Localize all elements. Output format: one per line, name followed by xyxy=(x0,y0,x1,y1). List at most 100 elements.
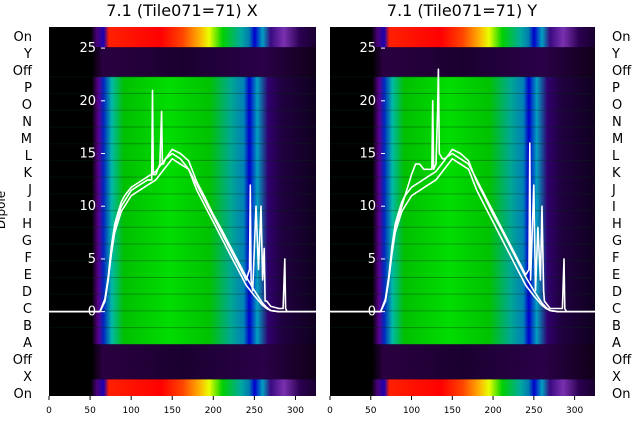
x-tick-label: 300 xyxy=(287,406,304,416)
dipole-label: Off xyxy=(13,64,33,79)
x-tick-labels: 0 50 100 150 200 250 300 xyxy=(46,396,304,416)
dipole-label: A xyxy=(23,336,32,351)
y-tick-label: 25 xyxy=(359,41,376,56)
spectrum-heatmap xyxy=(330,27,595,396)
y-tick-label: 0 xyxy=(88,305,96,320)
dipole-label: E xyxy=(24,268,32,283)
dipole-label: O xyxy=(22,98,32,113)
dipole-label: Off xyxy=(612,353,632,368)
y-tick-label: 15 xyxy=(79,147,96,162)
spectrum-traces xyxy=(49,89,316,313)
x-tick-label: 50 xyxy=(84,406,96,416)
dipole-label: G xyxy=(612,234,622,249)
x-tick-label: 0 xyxy=(46,406,52,416)
heatmap-band xyxy=(330,362,595,380)
y-tick-label: 25 xyxy=(79,41,96,56)
dipole-label: X xyxy=(23,370,32,385)
dipole-label: X xyxy=(612,370,621,385)
x-tick-label: 150 xyxy=(444,406,461,416)
dipole-label: O xyxy=(612,98,622,113)
dipole-label: C xyxy=(23,302,32,317)
panel-x: 7.1 (Tile071=71) X On Y Off PONMLKJIHGFEDCB… xyxy=(0,1,316,416)
y-tick-label: 5 xyxy=(88,252,96,267)
dipole-label: K xyxy=(612,166,621,181)
spectrum-traces xyxy=(330,68,595,313)
x-tick-label: 250 xyxy=(525,406,542,416)
heatmap-band xyxy=(330,344,595,363)
spectrum-heatmap xyxy=(49,27,316,396)
dipole-label: J xyxy=(611,183,616,198)
x-tick-label: 150 xyxy=(164,406,181,416)
heatmap-band xyxy=(49,344,316,363)
heatmap-band xyxy=(49,76,316,345)
heatmap-band xyxy=(49,27,316,48)
y-tick-labels: 0 5 10 15 20 25 xyxy=(79,41,105,320)
dipole-label: F xyxy=(612,251,619,266)
dipole-label: J xyxy=(27,183,32,198)
dipole-label: D xyxy=(612,285,622,300)
panel-y: 7.1 (Tile071=71) Y On Y Off PONMLKJIHGFEDCB… xyxy=(327,1,632,416)
dipole-label: I xyxy=(612,200,616,215)
dipole-label: H xyxy=(612,217,622,232)
spectrum-trace xyxy=(49,158,316,313)
spectrum-trace xyxy=(49,148,316,313)
dipole-label: I xyxy=(28,200,32,215)
dipole-label: Y xyxy=(611,47,620,62)
y-tick-label: 20 xyxy=(359,94,376,109)
y-tick-label: 10 xyxy=(359,199,376,214)
dipole-label: K xyxy=(23,166,32,181)
dipole-label: On xyxy=(14,387,32,402)
dipole-label: L xyxy=(25,149,33,164)
x-tick-label: 100 xyxy=(403,406,420,416)
dipole-label: L xyxy=(612,149,620,164)
dipole-label: P xyxy=(24,81,32,96)
spectrum-trace xyxy=(49,89,316,313)
dipole-label: A xyxy=(612,336,621,351)
dipole-label: M xyxy=(612,132,623,147)
heatmap-band xyxy=(330,27,595,48)
heatmap-band xyxy=(49,379,316,396)
dipole-label: H xyxy=(22,217,32,232)
x-tick-label: 0 xyxy=(327,406,333,416)
dipole-label: F xyxy=(25,251,32,266)
dipole-label: D xyxy=(22,285,32,300)
dipole-label: P xyxy=(612,81,620,96)
x-tick-label: 200 xyxy=(205,406,222,416)
heatmap-band xyxy=(330,76,595,345)
y-axis-label: Dipole xyxy=(0,191,8,229)
heatmap-band xyxy=(49,362,316,380)
heatmap-band xyxy=(330,47,595,77)
x-tick-labels: 0 50 100 150 200 250 300 xyxy=(327,396,583,416)
x-tick-label: 200 xyxy=(484,406,501,416)
x-tick-label: 100 xyxy=(123,406,140,416)
y-tick-label: 15 xyxy=(359,147,376,162)
heatmap-band xyxy=(330,379,595,396)
dipole-label: Off xyxy=(13,353,33,368)
dipole-label: Y xyxy=(23,47,32,62)
panel-title: 7.1 (Tile071=71) Y xyxy=(387,1,537,20)
dipole-label: E xyxy=(612,268,620,283)
dipole-label: On xyxy=(14,30,32,45)
dipole-label: G xyxy=(22,234,32,249)
spectrum-trace xyxy=(330,148,595,313)
dipole-label: On xyxy=(612,30,630,45)
dipole-label: N xyxy=(612,115,622,130)
y-tick-label: 0 xyxy=(368,305,376,320)
y-tick-label: 10 xyxy=(79,199,96,214)
dipole-label: M xyxy=(21,132,32,147)
y-tick-labels: 0 5 10 15 20 25 xyxy=(359,41,385,320)
x-tick-label: 300 xyxy=(566,406,583,416)
y-tick-label: 5 xyxy=(368,252,376,267)
panel-title: 7.1 (Tile071=71) X xyxy=(106,1,257,20)
dipole-label: C xyxy=(612,302,621,317)
spectrum-trace xyxy=(330,158,595,313)
dipole-label: On xyxy=(612,387,630,402)
dipole-label: Off xyxy=(612,64,632,79)
dipole-label: B xyxy=(612,319,621,334)
heatmap-band xyxy=(49,47,316,77)
dipole-label: B xyxy=(23,319,32,334)
dipole-label: N xyxy=(22,115,32,130)
y-tick-label: 20 xyxy=(79,94,96,109)
